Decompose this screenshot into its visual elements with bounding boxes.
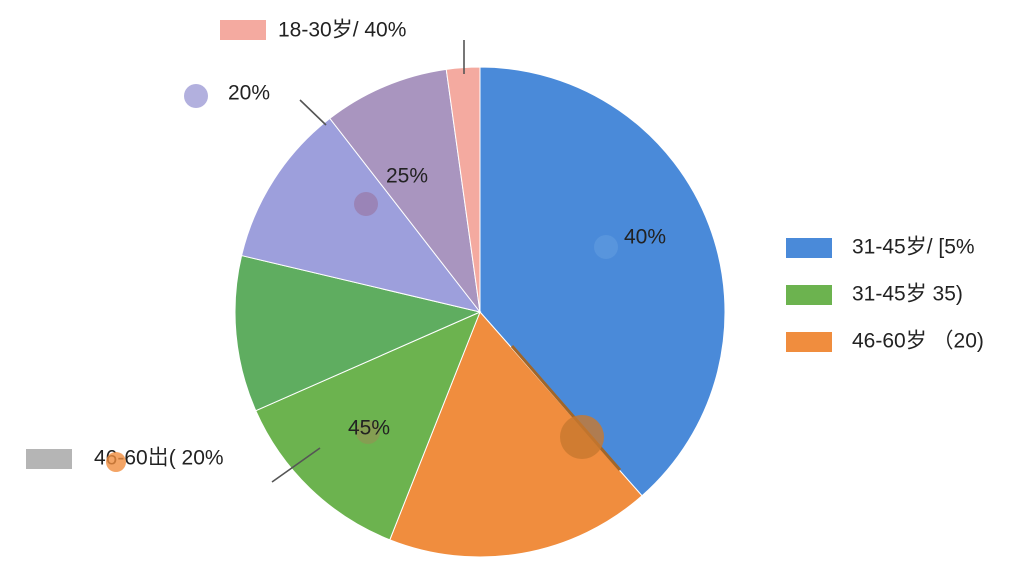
pie bbox=[234, 66, 726, 558]
arrow bbox=[299, 99, 327, 126]
annotation-marker bbox=[354, 192, 378, 216]
pie-slice bbox=[329, 68, 481, 314]
arrow bbox=[510, 345, 622, 471]
pie-slice bbox=[445, 66, 481, 313]
annotation-label: 25% bbox=[386, 165, 428, 188]
annotation-label: 46-60岀( 20% bbox=[94, 447, 224, 470]
annotation-swatch bbox=[26, 449, 72, 469]
legend-swatch bbox=[786, 238, 832, 258]
legend-label: 46-60岁 （20) bbox=[852, 330, 984, 353]
arrows bbox=[271, 40, 622, 483]
pie-slice bbox=[479, 66, 726, 497]
pie-slice bbox=[240, 117, 482, 313]
annotation-label: 18-30岁/ 40% bbox=[278, 19, 406, 42]
annotation-marker bbox=[106, 452, 126, 472]
annotation-swatch bbox=[220, 20, 266, 40]
legend-swatch bbox=[786, 332, 832, 352]
pie-slice bbox=[389, 311, 643, 558]
arrow bbox=[271, 447, 321, 483]
annotation-label: 45% bbox=[348, 417, 390, 440]
pie-slice bbox=[234, 254, 482, 412]
legend-label: 31-45岁/ [5% bbox=[852, 236, 975, 259]
annotation-marker bbox=[356, 420, 380, 444]
annotation-label: 20% bbox=[228, 82, 270, 105]
legend-label: 31-45岁 35) bbox=[852, 283, 963, 306]
annotation-marker bbox=[594, 235, 618, 259]
annotation-marker bbox=[560, 415, 604, 459]
annotation-marker bbox=[184, 84, 208, 108]
legend-swatch bbox=[786, 285, 832, 305]
annotation-label: 40% bbox=[624, 226, 666, 249]
